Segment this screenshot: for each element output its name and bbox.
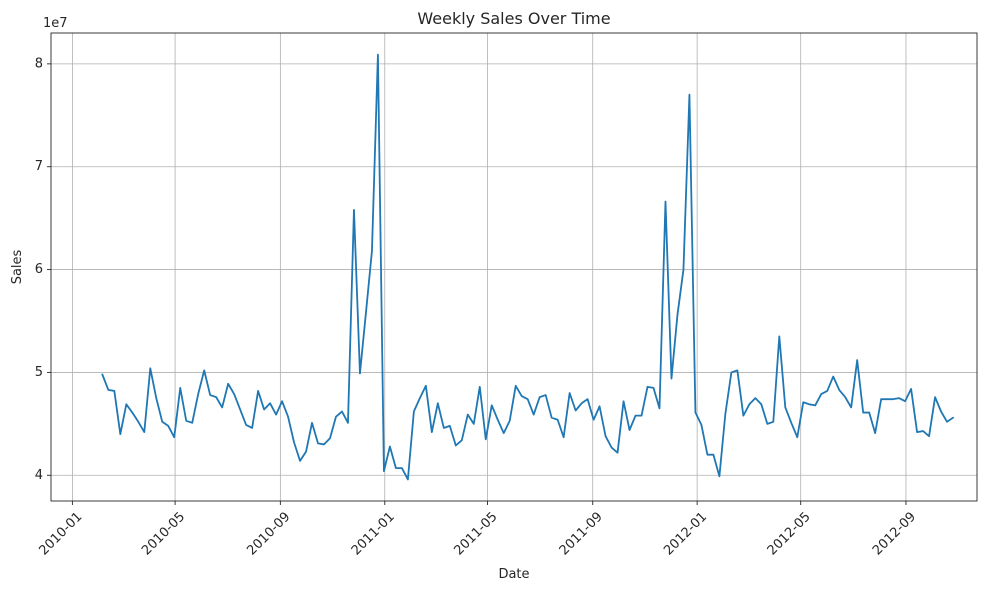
y-tick-label: 6 <box>35 262 43 277</box>
x-axis-label: Date <box>498 567 529 582</box>
grid <box>51 33 977 501</box>
x-tick-label: 2011-09 <box>557 509 606 558</box>
y-tick-label: 7 <box>35 159 43 174</box>
x-tick-label: 2012-09 <box>870 509 919 558</box>
y-tick-label: 5 <box>35 365 43 380</box>
sales-series-line <box>101 53 954 481</box>
chart-title: Weekly Sales Over Time <box>417 9 610 28</box>
x-tick-label: 2011-05 <box>451 509 500 558</box>
x-tick-label: 2010-05 <box>139 509 188 558</box>
x-tick-label: 2012-05 <box>765 509 814 558</box>
x-tick-label: 2012-01 <box>661 509 710 558</box>
y-axis-label: Sales <box>10 249 25 284</box>
plot-frame <box>50 32 978 502</box>
y-tick-label: 4 <box>35 468 43 483</box>
x-tick-label: 2010-09 <box>244 509 293 558</box>
x-tick-label: 2010-01 <box>36 509 85 558</box>
axis-ticks: 2010-01 2010-05 2010-09 2011-01 2011-05 2011-… <box>35 56 919 558</box>
y-offset-text: 1e7 <box>43 16 68 31</box>
y-tick-label: 8 <box>35 56 43 71</box>
x-tick-label: 2011-01 <box>349 509 398 558</box>
